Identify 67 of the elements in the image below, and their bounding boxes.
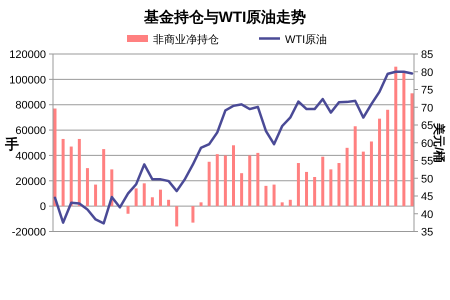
y-tick-label: 20000 [15,176,46,188]
y2-tick-label: 80 [421,66,434,79]
bar [70,146,73,206]
y2-tick-label: 60 [421,138,434,150]
bar [102,149,106,206]
y2-tick-label: 50 [421,173,434,186]
y-tick-label: 80000 [15,100,46,112]
bar [167,200,170,206]
bar [272,184,276,206]
y2-tick-label: 85 [421,49,434,61]
bar [296,163,300,206]
bar [362,152,365,206]
y2-tick-label: 75 [421,84,434,96]
bar [321,156,324,206]
bar [126,206,130,214]
y-tick-label: 40000 [15,150,46,162]
bar [232,145,235,206]
bar [346,148,349,206]
bar [158,190,162,206]
bar [313,176,316,206]
bar [86,168,89,206]
bar [224,155,227,206]
bar [280,202,284,206]
legend-非商业净持仓: 非商业净持仓 [127,34,219,46]
y2-tick-label: 35 [421,226,434,238]
bar [402,73,406,206]
chart-title: 基金持仓与WTI原油走势 [142,9,306,26]
y2-tick-label: 45 [421,191,434,203]
y2-tick-label: 65 [421,120,434,132]
bar [200,202,203,206]
y-tick-label: 0 [40,201,46,214]
y-tick-label: 100000 [9,74,46,86]
bar [264,186,268,206]
bar [78,138,81,206]
bar [410,93,414,206]
bar [216,154,219,206]
bar [150,197,154,206]
bar [305,172,308,206]
bar [248,155,252,206]
bar [94,184,98,206]
y-tick-label: -20000 [12,226,46,238]
bar [288,200,292,206]
y2-tick-label: 40 [421,208,434,221]
bar [208,162,211,206]
bar [240,173,244,206]
y2-tick-label: 55 [421,156,434,168]
y-axis-title: 手 [4,136,19,152]
bar [256,152,260,206]
legend-label: WTI原油 [285,33,328,46]
bar [354,126,357,206]
bar [337,163,340,206]
bar [191,206,194,223]
bar [175,206,178,226]
bar [386,110,390,206]
bar [142,183,146,206]
y2-axis-title: 美元/桶 [432,122,446,162]
bar [370,141,373,206]
legend-label: 非商业净持仓 [153,33,219,46]
bar [62,138,65,206]
bar [54,108,56,206]
y-tick-label: 60000 [15,125,46,138]
bar [329,169,332,206]
bar [134,188,138,206]
y2-tick-label: 70 [421,102,434,114]
bar [394,66,398,206]
bar [378,118,382,206]
y-tick-label: 120000 [9,49,46,61]
